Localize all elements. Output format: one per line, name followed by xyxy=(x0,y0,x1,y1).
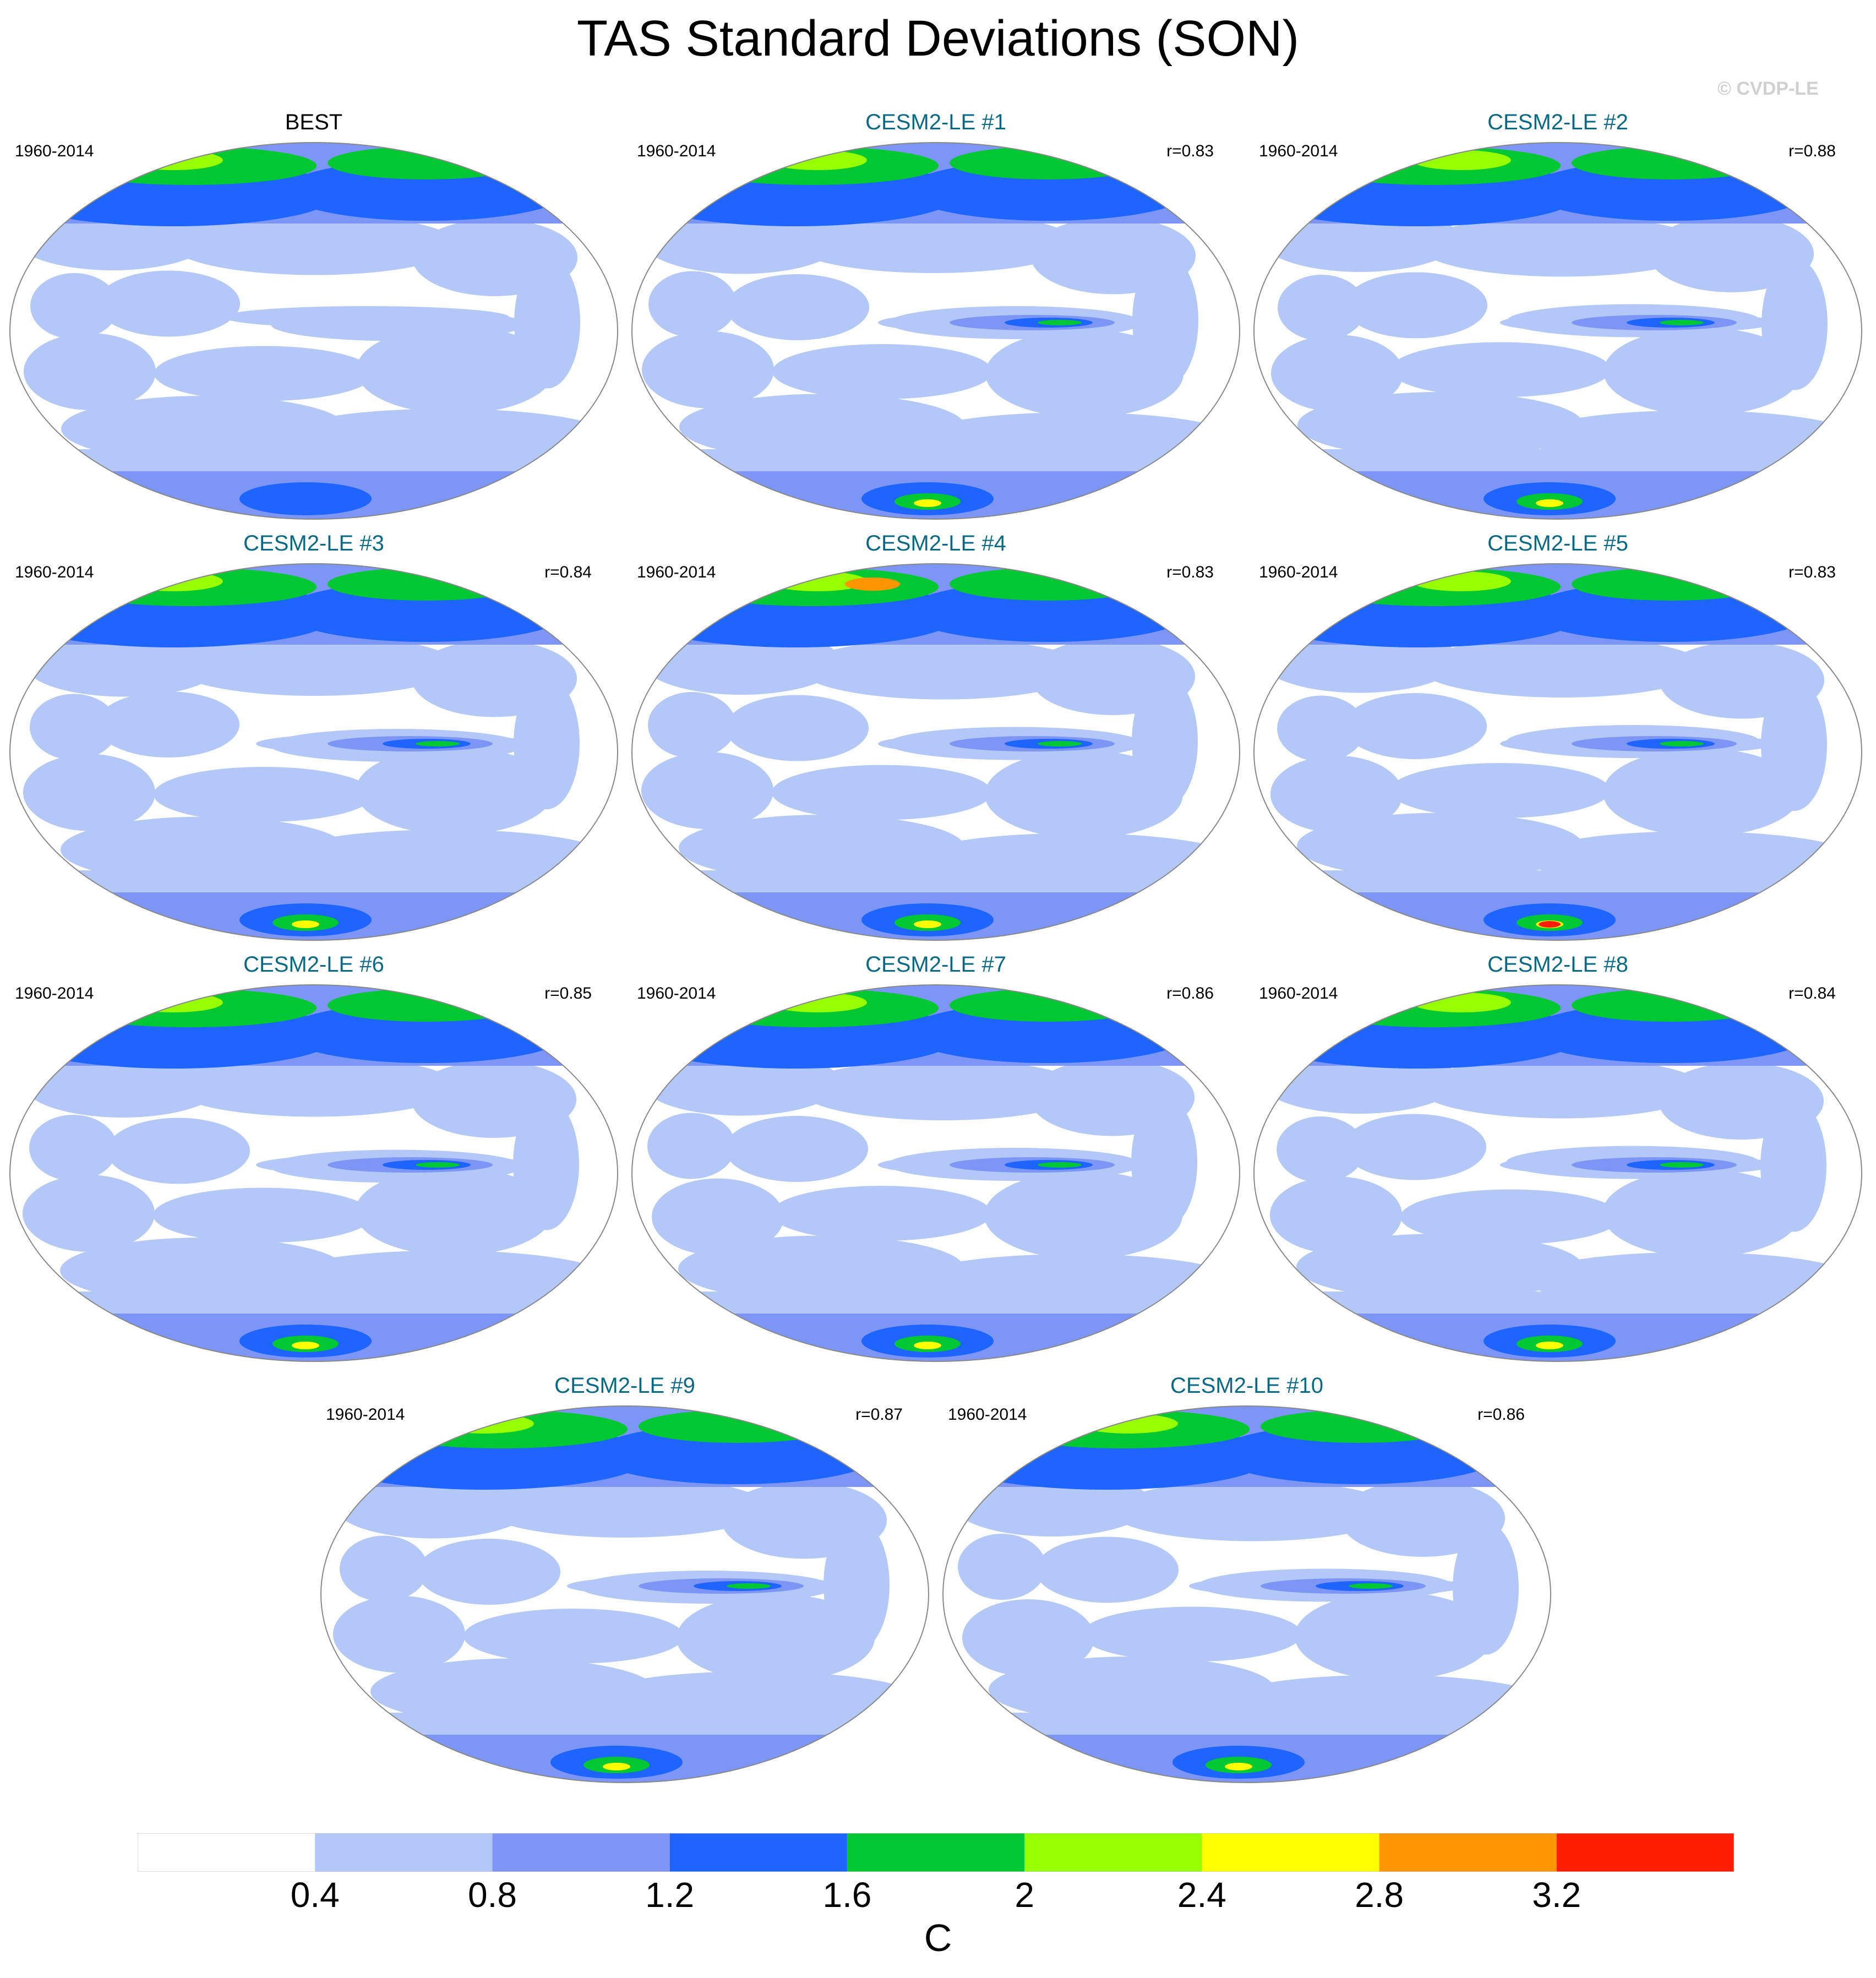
world-map xyxy=(942,1405,1551,1783)
colorbar-tick-label: 0.8 xyxy=(467,1875,517,1915)
colorbar-segment xyxy=(669,1833,847,1872)
world-map xyxy=(9,142,618,520)
map-panel-cesm2-le-8: CESM2-LE #8 1960-2014 r=0.84 xyxy=(1252,952,1863,1371)
colorbar-segment xyxy=(1202,1833,1379,1872)
world-map xyxy=(631,563,1240,941)
panel-correlation: r=0.83 xyxy=(1166,142,1214,160)
world-map xyxy=(1253,563,1862,941)
colorbar-tick-label: 2.8 xyxy=(1355,1875,1404,1915)
panel-period: 1960-2014 xyxy=(948,1405,1027,1424)
colorbar-tick-label: 2.4 xyxy=(1177,1875,1226,1915)
panel-correlation: r=0.84 xyxy=(544,563,592,581)
panel-period: 1960-2014 xyxy=(637,142,716,160)
colorbar-tick-label: 1.6 xyxy=(822,1875,872,1915)
colorbar-segment xyxy=(1024,1833,1202,1872)
map-panel-cesm2-le-1: CESM2-LE #1 1960-2014 r=0.83 xyxy=(630,110,1241,528)
world-map xyxy=(320,1405,929,1783)
panel-title: CESM2-LE #3 xyxy=(243,531,384,555)
map-panel-cesm2-le-5: CESM2-LE #5 1960-2014 r=0.83 xyxy=(1252,531,1863,950)
panel-title: CESM2-LE #4 xyxy=(865,531,1006,555)
panel-title: CESM2-LE #2 xyxy=(1487,110,1628,134)
map-panel-best: BEST 1960-2014 xyxy=(8,110,619,528)
colorbar xyxy=(138,1833,1734,1872)
panel-title: CESM2-LE #1 xyxy=(865,110,1006,134)
colorbar-tick-label: 3.2 xyxy=(1532,1875,1581,1915)
panel-title: BEST xyxy=(285,110,343,134)
map-panel-cesm2-le-7: CESM2-LE #7 1960-2014 r=0.86 xyxy=(630,952,1241,1371)
copyright-label: © CVDP-LE xyxy=(1717,78,1819,99)
map-panel-cesm2-le-9: CESM2-LE #9 1960-2014 r=0.87 xyxy=(319,1374,930,1792)
world-map xyxy=(9,984,618,1362)
figure-title: TAS Standard Deviations (SON) xyxy=(576,10,1300,67)
panel-title: CESM2-LE #10 xyxy=(1170,1374,1323,1398)
world-map xyxy=(631,984,1240,1362)
panel-period: 1960-2014 xyxy=(1259,142,1338,160)
panel-period: 1960-2014 xyxy=(15,563,94,581)
colorbar-units: C xyxy=(924,1916,952,1959)
panel-correlation: r=0.87 xyxy=(855,1405,903,1424)
panel-period: 1960-2014 xyxy=(1259,563,1338,581)
colorbar-segment xyxy=(138,1833,315,1872)
panel-correlation: r=0.83 xyxy=(1788,563,1836,581)
panel-period: 1960-2014 xyxy=(637,563,716,581)
colorbar-tick-label: 2 xyxy=(1015,1875,1034,1915)
panel-correlation: r=0.84 xyxy=(1788,984,1836,1002)
panel-correlation: r=0.86 xyxy=(1166,984,1214,1002)
panel-correlation: r=0.88 xyxy=(1788,142,1836,160)
colorbar-segment xyxy=(492,1833,670,1872)
colorbar-segment xyxy=(1379,1833,1557,1872)
panel-title: CESM2-LE #7 xyxy=(865,952,1006,977)
map-panel-cesm2-le-2: CESM2-LE #2 1960-2014 r=0.88 xyxy=(1252,110,1863,528)
colorbar-tick-label: 0.4 xyxy=(290,1875,340,1915)
panel-period: 1960-2014 xyxy=(637,984,716,1002)
colorbar-segment xyxy=(847,1833,1025,1872)
colorbar-tick-label: 1.2 xyxy=(645,1875,695,1915)
panel-title: CESM2-LE #9 xyxy=(554,1374,695,1398)
panel-correlation: r=0.85 xyxy=(544,984,592,1002)
panel-title: CESM2-LE #8 xyxy=(1487,952,1628,977)
panel-title: CESM2-LE #5 xyxy=(1487,531,1628,555)
panel-title: CESM2-LE #6 xyxy=(243,952,384,977)
map-panel-cesm2-le-3: CESM2-LE #3 1960-2014 r=0.84 xyxy=(8,531,619,950)
world-map xyxy=(631,142,1240,520)
panel-period: 1960-2014 xyxy=(15,984,94,1002)
world-map xyxy=(9,563,618,941)
panel-period: 1960-2014 xyxy=(15,142,94,160)
map-panel-cesm2-le-10: CESM2-LE #10 1960-2014 r=0.86 xyxy=(941,1374,1552,1792)
map-panel-cesm2-le-6: CESM2-LE #6 1960-2014 r=0.85 xyxy=(8,952,619,1371)
colorbar-segment xyxy=(1556,1833,1734,1872)
colorbar-segment xyxy=(315,1833,493,1872)
map-panel-cesm2-le-4: CESM2-LE #4 1960-2014 r=0.83 xyxy=(630,531,1241,950)
panel-correlation: r=0.83 xyxy=(1166,563,1214,581)
world-map xyxy=(1253,984,1862,1362)
world-map xyxy=(1253,142,1862,520)
panel-correlation: r=0.86 xyxy=(1477,1405,1525,1424)
panel-period: 1960-2014 xyxy=(1259,984,1338,1002)
panel-period: 1960-2014 xyxy=(326,1405,405,1424)
